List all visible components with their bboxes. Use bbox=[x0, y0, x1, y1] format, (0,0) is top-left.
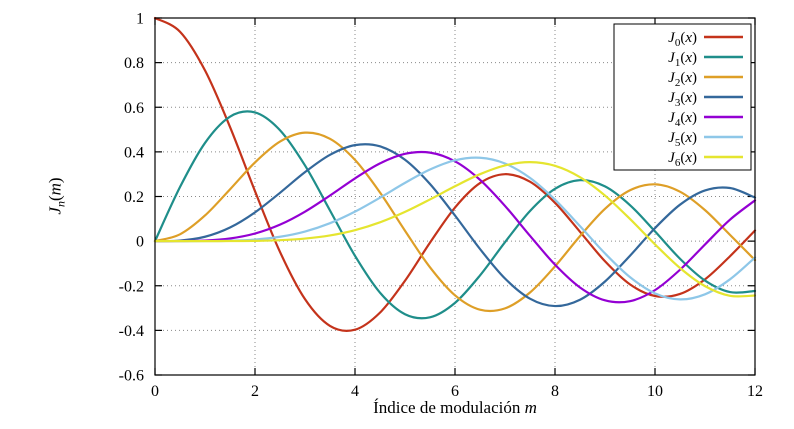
x-axis-label-text: Índice de modulación bbox=[373, 398, 525, 417]
y-axis-label-close-paren: ) bbox=[45, 177, 65, 184]
legend-label-J6: J6(x) bbox=[668, 150, 697, 169]
legend-label-J1: J1(x) bbox=[668, 50, 697, 69]
x-tick-label: 2 bbox=[251, 383, 259, 400]
legend-label-J5: J5(x) bbox=[668, 130, 697, 149]
x-tick-label: 0 bbox=[151, 383, 159, 400]
y-tick-label: 0.4 bbox=[124, 144, 144, 161]
legend-label-J4: J4(x) bbox=[668, 110, 697, 129]
x-tick-label: 8 bbox=[551, 383, 559, 400]
series-curve-J6 bbox=[153, 161, 757, 298]
y-axis-label: Jn(m) bbox=[45, 177, 68, 214]
x-axis-label-variable: m bbox=[524, 398, 537, 417]
x-tick-label: 4 bbox=[351, 383, 359, 400]
series-curve-J2 bbox=[153, 131, 757, 313]
series-curve-J0 bbox=[153, 16, 757, 332]
y-axis-label-variable: m bbox=[45, 183, 65, 196]
y-tick-label: -0.2 bbox=[119, 278, 144, 295]
x-axis-label: Índice de modulación m bbox=[155, 398, 755, 418]
y-tick-label: -0.6 bbox=[119, 368, 144, 385]
y-tick-label: 0.2 bbox=[124, 189, 144, 206]
x-tick-label: 6 bbox=[451, 383, 459, 400]
y-tick-label: 1 bbox=[136, 11, 144, 28]
x-tick-label: 12 bbox=[747, 383, 763, 400]
y-tick-label: -0.4 bbox=[119, 323, 144, 340]
legend-label-J3: J3(x) bbox=[668, 90, 697, 109]
y-axis-label-open-paren: ( bbox=[45, 195, 65, 202]
y-tick-label: 0.6 bbox=[124, 100, 144, 117]
legend-label-J2: J2(x) bbox=[668, 70, 697, 89]
series-curve-J1 bbox=[153, 110, 757, 320]
y-tick-label: 0.8 bbox=[124, 55, 144, 72]
y-axis-label-subscript: n bbox=[53, 201, 68, 208]
y-axis-label-base: J bbox=[45, 207, 65, 215]
series-curve-J5 bbox=[153, 156, 757, 301]
x-tick-label: 10 bbox=[647, 383, 663, 400]
series-curve-J3 bbox=[153, 143, 757, 308]
y-tick-label: 0 bbox=[136, 234, 144, 251]
legend-label-J0: J0(x) bbox=[668, 30, 697, 49]
plot-border bbox=[154, 17, 756, 376]
